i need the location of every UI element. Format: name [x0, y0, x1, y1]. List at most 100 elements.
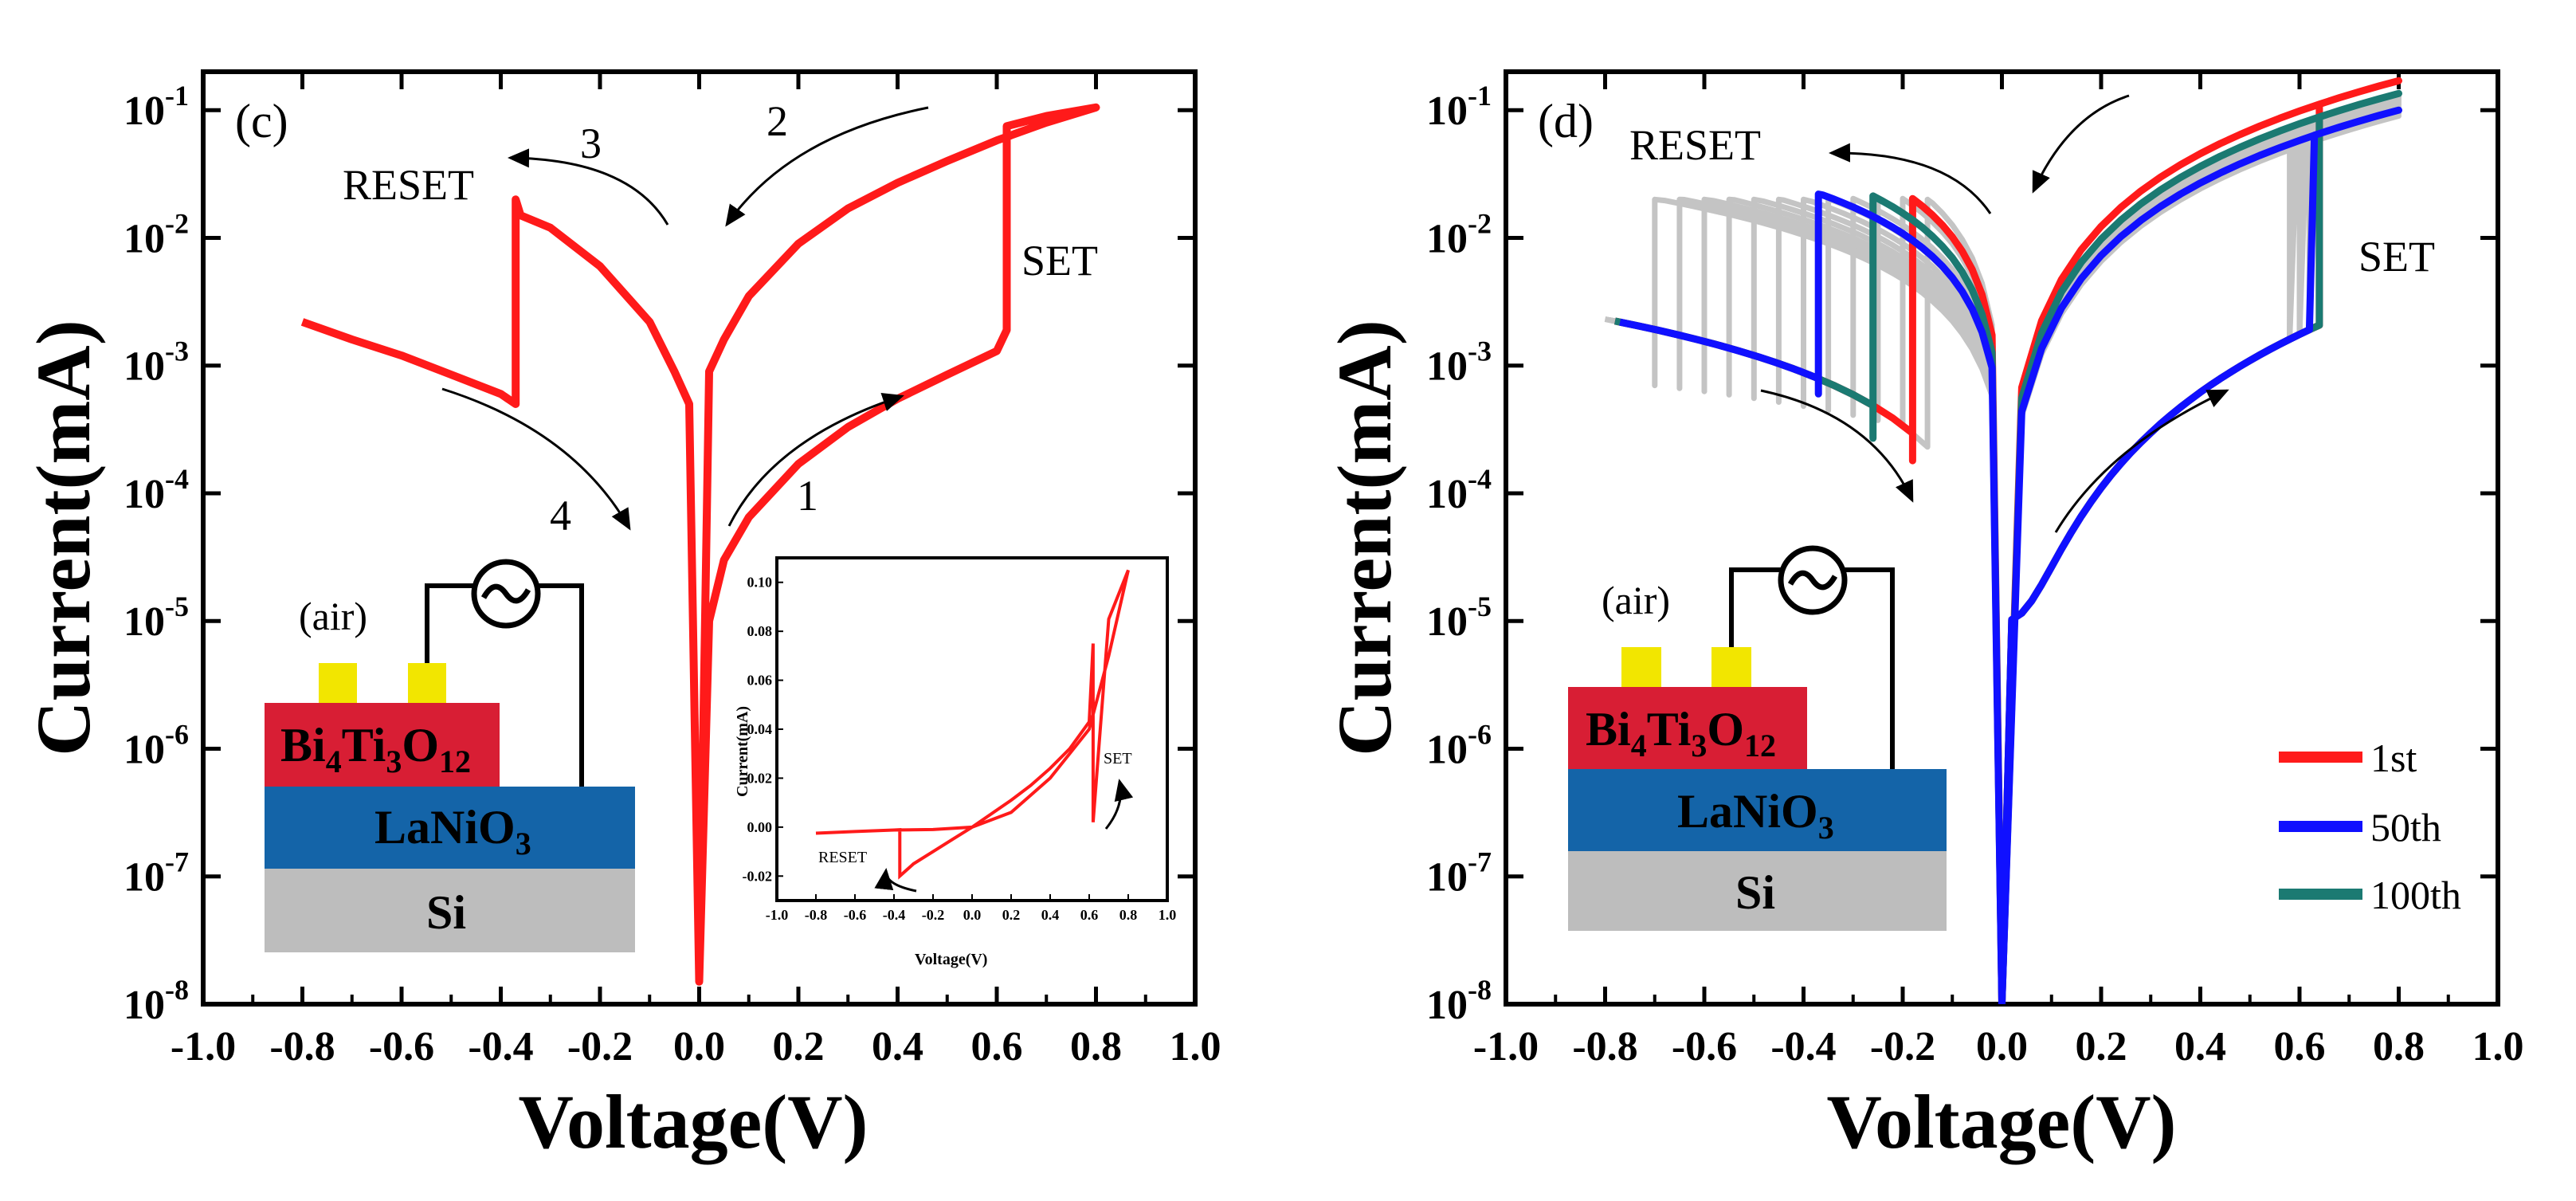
inset-frame [775, 556, 1169, 902]
si-layer [265, 869, 635, 952]
d-xtick-label: 0.4 [2174, 1024, 2226, 1070]
inset-ylabel: Current(mA) [734, 706, 751, 797]
legend-label-100th: 100th [2370, 873, 2461, 917]
d-xtick-label: -0.8 [1572, 1024, 1637, 1070]
top-electrode-right [1711, 647, 1751, 687]
c-ytick-label: 10-7 [124, 846, 189, 901]
step-4-label: 4 [550, 492, 571, 540]
inset-ytick-label: -0.02 [743, 868, 773, 884]
xlabel-c: Voltage(V) [518, 1079, 868, 1164]
inset-xtick-label: 0.2 [1002, 907, 1021, 923]
c-xtick-label: -0.8 [269, 1024, 335, 1070]
d-ytick-label: 10-5 [1426, 591, 1492, 645]
d-ytick-label: 10-3 [1426, 336, 1492, 390]
inset-reset-label: RESET [818, 849, 867, 866]
arrow-reset-d [1829, 143, 1992, 214]
wire-left [425, 583, 474, 663]
inset-set-label: SET [1104, 750, 1132, 767]
bto-layer [1568, 687, 1807, 769]
wire-right [538, 583, 584, 787]
reset-label-c: RESET [343, 161, 474, 209]
inset-ytick-label: 0.02 [747, 770, 773, 786]
device-schematic-d: (air) Bi4Ti3O12 LaNiO3 Si [1568, 545, 1947, 931]
air-label-d: (air) [1602, 578, 1670, 622]
c-xtick-label: 0.2 [773, 1024, 825, 1070]
wire-right [1845, 567, 1895, 769]
bto-layer [265, 703, 500, 787]
set-label-c: SET [1021, 237, 1098, 285]
d-xtick-label: 0.2 [2076, 1024, 2127, 1070]
inset-linear-iv: -1.0 -0.8 -0.6 -0.4 -0.2 0.0 0.2 0.4 0.6 0.8 1.0 -0… [734, 556, 1177, 968]
d-ytick-label: 10-2 [1426, 207, 1492, 261]
inset-xtick-label: -0.2 [922, 907, 945, 923]
c-xtick-label: 1.0 [1170, 1024, 1221, 1070]
top-electrode-left [319, 663, 357, 703]
lanio3-layer [265, 787, 635, 869]
inset-ytick-label: 0.10 [747, 575, 773, 591]
arrow-set-d [2054, 389, 2229, 533]
wire-left [1729, 567, 1781, 647]
d-xtick-label: 0.8 [2373, 1024, 2425, 1070]
d-xtick-label: 1.0 [2472, 1024, 2524, 1070]
c-ytick-label: 10-1 [124, 80, 189, 134]
arrow-step-3 [508, 148, 669, 226]
c-ytick-label: 10-8 [124, 974, 189, 1028]
inset-xtick-label: 1.0 [1159, 907, 1177, 923]
c-xtick-label: -0.4 [468, 1024, 533, 1070]
tick-marks-c: -1.0 -0.8 -0.6 -0.4 -0.2 0.0 0.2 0.4 0.6 0.8 1.010… [124, 72, 1221, 1070]
step-1-label: 1 [797, 472, 818, 520]
c-ytick-label: 10-6 [124, 718, 189, 772]
inset-xtick-label: 0.4 [1041, 907, 1060, 923]
inset-ytick-label: 0.04 [747, 721, 773, 737]
legend-label-1st: 1st [2370, 736, 2417, 780]
step-3-label: 3 [580, 120, 602, 167]
si-layer [1568, 851, 1947, 931]
inset-ytick-label: 0.00 [747, 819, 773, 835]
c-ytick-label: 10-5 [124, 591, 189, 645]
arrow-down-right-d [2032, 94, 2130, 194]
step-2-label: 2 [767, 97, 788, 145]
xlabel-d: Voltage(V) [1826, 1079, 2176, 1164]
d-ytick-label: 10-8 [1426, 974, 1492, 1028]
c-ytick-label: 10-4 [124, 463, 189, 517]
d-xtick-label: -0.2 [1870, 1024, 1935, 1070]
panel-label-c: (c) [235, 95, 288, 147]
inset-xtick-label: -0.8 [805, 907, 828, 923]
c-xtick-label: 0.8 [1070, 1024, 1122, 1070]
d-ytick-label: 10-4 [1426, 463, 1492, 517]
sine-wave-icon [480, 583, 531, 604]
inset-reset-arrow [874, 868, 917, 893]
panel-d: -1.0 -0.8 -0.6 -0.4 -0.2 0.0 0.2 0.4 0.6 0.8 1.0 10… [1322, 69, 2524, 1164]
inset-xtick-label: -1.0 [766, 907, 789, 923]
d-ytick-label: 10-7 [1426, 846, 1492, 901]
tick-marks-d: -1.0 -0.8 -0.6 -0.4 -0.2 0.0 0.2 0.4 0.6 0.8 1.0 10… [1426, 72, 2524, 1070]
air-label-c: (air) [299, 594, 367, 638]
c-xtick-label: 0.6 [971, 1024, 1023, 1070]
reset-label-d: RESET [1629, 121, 1761, 169]
legend-d: 1st 50th 100th [2279, 736, 2461, 917]
device-schematic-c: (air) Bi4Ti3O12 LaNiO3 Si [265, 559, 635, 952]
lno-text-c: LaNiO3 [374, 801, 531, 862]
lanio3-layer [1568, 769, 1947, 851]
si-text-c: Si [426, 886, 466, 939]
top-electrode-left [1621, 647, 1661, 687]
d-xtick-label: -0.4 [1770, 1024, 1836, 1070]
set-label-d: SET [2358, 233, 2435, 281]
sine-wave-icon [1787, 570, 1838, 591]
d-xtick-label: -0.6 [1672, 1024, 1737, 1070]
d-ytick-label: 10-1 [1426, 80, 1492, 134]
lno-text-d: LaNiO3 [1677, 785, 1834, 846]
inset-xlabel: Voltage(V) [915, 951, 987, 968]
inset-ytick-label: 0.06 [747, 673, 773, 689]
d-xtick-label: -1.0 [1473, 1024, 1539, 1070]
inset-ticks: -1.0 -0.8 -0.6 -0.4 -0.2 0.0 0.2 0.4 0.6 0.8 1.0 -0… [743, 575, 1177, 923]
inset-xtick-label: 0.8 [1119, 907, 1138, 923]
si-text-d: Si [1735, 866, 1775, 919]
inset-xtick-label: -0.4 [883, 907, 906, 923]
top-electrode-right [408, 663, 446, 703]
inset-ytick-label: 0.08 [747, 623, 773, 639]
c-xtick-label: -1.0 [171, 1024, 236, 1070]
arrow-step-4 [441, 387, 631, 531]
c-ytick-label: 10-3 [124, 336, 189, 390]
